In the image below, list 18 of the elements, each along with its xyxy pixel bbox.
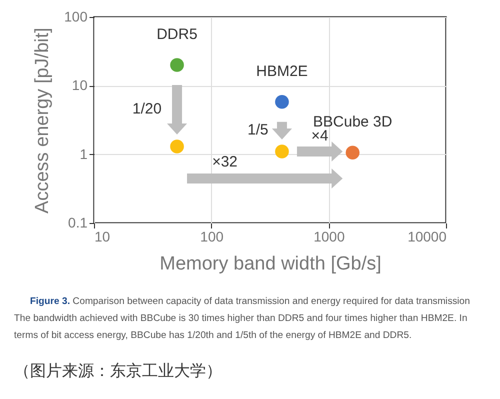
annotation: 1/20 — [132, 100, 162, 118]
x-tick-label: 100 — [200, 228, 224, 244]
x-tick-label: 1000 — [314, 228, 345, 244]
y-tick-label: 1 — [80, 146, 88, 162]
series-label: HBM2E — [256, 62, 308, 80]
series-label: DDR5 — [156, 26, 198, 43]
caption: Figure 3. Comparison between capacity of data transmission and energy required for data transmission — [29, 295, 471, 309]
annotation: ×32 — [212, 153, 238, 170]
text: （图片来源：东京工业大学） — [14, 361, 223, 380]
annotation: 1/5 — [248, 122, 268, 139]
text: The bandwidth achieved with BBCube is 30 times higher than DDR5 and four times higher than HBM2E. In terms of bit access energy, BBCube has 1/20th and 1/5th of the energy of HBM2E and DDR5. — [14, 312, 468, 343]
y-tick-label: 10 — [72, 77, 88, 94]
y-tick-label: 0.1 — [68, 214, 88, 230]
y-tick-label: 100 — [64, 8, 88, 24]
y-axis-title: Access energy [pJ/bit] — [32, 28, 54, 214]
x-axis-title: Memory band width [Gb/s] — [160, 254, 382, 274]
x-tick-label: 10 — [94, 228, 110, 244]
x-tick-label: 10000 — [408, 228, 447, 244]
